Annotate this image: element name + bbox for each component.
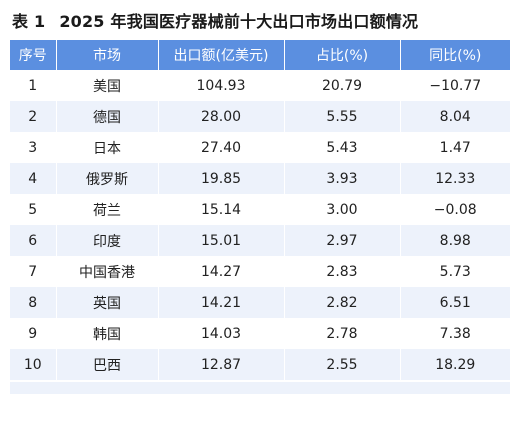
cell-share: 3.93 (284, 163, 401, 194)
cell-share: 20.79 (284, 70, 401, 101)
cell-yoy: 5.73 (400, 256, 510, 287)
cell-export-value: 27.40 (158, 132, 285, 163)
table-row: 1 美国 104.93 20.79 −10.77 (10, 70, 510, 101)
header-rank: 序号 (10, 40, 57, 70)
table-caption: 表 1 2025 年我国医疗器械前十大出口市场出口额情况 (12, 8, 418, 32)
cell-export-value: 28.00 (158, 101, 285, 132)
cell-export-value: 15.14 (158, 194, 285, 225)
cell-rank: 5 (10, 194, 57, 225)
table-row: 7 中国香港 14.27 2.83 5.73 (10, 256, 510, 287)
table-row: 3 日本 27.40 5.43 1.47 (10, 132, 510, 163)
cell-share: 2.97 (284, 225, 401, 256)
cell-export-value: 15.01 (158, 225, 285, 256)
table-number: 表 1 (12, 12, 46, 31)
cell-rank: 4 (10, 163, 57, 194)
cell-market: 荷兰 (56, 194, 159, 225)
header-row: 序号 市场 出口额(亿美元) 占比(%) 同比(%) (10, 40, 510, 70)
cell-yoy: 6.51 (400, 287, 510, 318)
cell-market: 巴西 (56, 349, 159, 380)
table-row: 8 英国 14.21 2.82 6.51 (10, 287, 510, 318)
cell-yoy: 7.38 (400, 318, 510, 349)
cell-yoy: 18.29 (400, 349, 510, 380)
cell-yoy: −0.08 (400, 194, 510, 225)
table-body: 1 美国 104.93 20.79 −10.77 2 德国 28.00 5.55… (10, 70, 510, 380)
cell-market: 印度 (56, 225, 159, 256)
cell-export-value: 14.21 (158, 287, 285, 318)
header-share: 占比(%) (284, 40, 401, 70)
cell-rank: 7 (10, 256, 57, 287)
cell-yoy: −10.77 (400, 70, 510, 101)
cell-yoy: 8.04 (400, 101, 510, 132)
cell-export-value: 12.87 (158, 349, 285, 380)
cell-share: 5.43 (284, 132, 401, 163)
table-row: 5 荷兰 15.14 3.00 −0.08 (10, 194, 510, 225)
cell-share: 2.82 (284, 287, 401, 318)
table-row: 10 巴西 12.87 2.55 18.29 (10, 349, 510, 380)
table-header: 序号 市场 出口额(亿美元) 占比(%) 同比(%) (10, 40, 510, 70)
cell-yoy: 1.47 (400, 132, 510, 163)
cell-market: 韩国 (56, 318, 159, 349)
cell-rank: 1 (10, 70, 57, 101)
cell-rank: 10 (10, 349, 57, 380)
cell-rank: 3 (10, 132, 57, 163)
header-yoy: 同比(%) (400, 40, 510, 70)
cell-export-value: 14.03 (158, 318, 285, 349)
cell-export-value: 104.93 (158, 70, 285, 101)
cell-export-value: 19.85 (158, 163, 285, 194)
cell-share: 5.55 (284, 101, 401, 132)
cell-market: 俄罗斯 (56, 163, 159, 194)
table-row: 4 俄罗斯 19.85 3.93 12.33 (10, 163, 510, 194)
cell-share: 2.78 (284, 318, 401, 349)
header-market: 市场 (56, 40, 159, 70)
table-bottom-band (10, 382, 510, 394)
cell-share: 2.83 (284, 256, 401, 287)
cell-market: 德国 (56, 101, 159, 132)
export-markets-table: 序号 市场 出口额(亿美元) 占比(%) 同比(%) 1 美国 104.93 2… (10, 40, 510, 380)
cell-export-value: 14.27 (158, 256, 285, 287)
table-row: 6 印度 15.01 2.97 8.98 (10, 225, 510, 256)
cell-market: 日本 (56, 132, 159, 163)
header-export-value: 出口额(亿美元) (158, 40, 285, 70)
cell-yoy: 8.98 (400, 225, 510, 256)
cell-rank: 9 (10, 318, 57, 349)
cell-rank: 2 (10, 101, 57, 132)
cell-rank: 8 (10, 287, 57, 318)
table-row: 2 德国 28.00 5.55 8.04 (10, 101, 510, 132)
cell-market: 英国 (56, 287, 159, 318)
cell-yoy: 12.33 (400, 163, 510, 194)
table-title: 2025 年我国医疗器械前十大出口市场出口额情况 (59, 12, 419, 31)
cell-rank: 6 (10, 225, 57, 256)
cell-share: 3.00 (284, 194, 401, 225)
cell-share: 2.55 (284, 349, 401, 380)
table-row: 9 韩国 14.03 2.78 7.38 (10, 318, 510, 349)
cell-market: 中国香港 (56, 256, 159, 287)
cell-market: 美国 (56, 70, 159, 101)
